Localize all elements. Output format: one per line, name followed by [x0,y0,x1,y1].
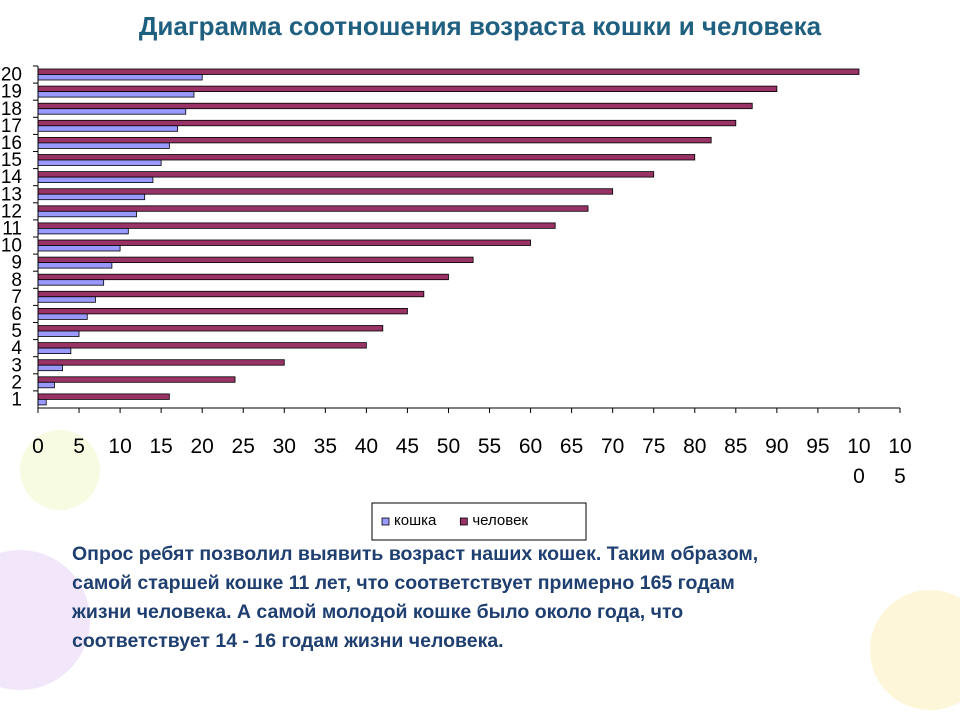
paragraph-line: соответствует 14 - 16 годам жизни челове… [72,630,504,652]
bar [37,125,178,132]
y-tick-label: 19 [1,82,22,103]
bar [37,330,80,337]
x-tick-label: 25 [231,435,255,458]
x-tick-label: 95 [806,435,830,458]
x-tick-label: 105 [888,435,912,488]
bar [37,313,88,320]
x-tick-label: 35 [313,435,337,458]
y-tick-label: 11 [2,218,22,239]
bar [37,222,556,229]
y-tick-label: 20 [1,65,22,86]
paragraph: Опрос ребят позволил выявить возраст наш… [72,540,758,656]
x-tick-label: 30 [272,435,296,458]
bar [37,210,137,218]
bar [37,205,589,212]
y-tick-label: 8 [11,270,22,291]
legend-swatch [381,517,390,526]
bar [37,325,384,332]
bar [37,91,195,98]
x-tick-label: 0 [32,435,44,458]
x-tick-label: 70 [600,435,625,458]
y-tick-label: 3 [11,355,22,376]
x-tick-label: 10 [108,435,132,458]
y-tick-label: 12 [1,201,22,222]
bar [37,398,47,406]
legend-label: человек [472,512,528,529]
bar [37,154,696,161]
x-tick-label: 55 [477,435,502,458]
paragraph-line: самой старшей кошке 11 лет, что соответс… [72,572,735,594]
x-tick-label: 20 [190,435,214,458]
y-tick-label: 5 [11,321,22,342]
y-tick-label: 10 [1,236,22,257]
y-tick-label: 18 [1,99,22,120]
bar [37,273,449,281]
x-tick-label: 80 [683,435,707,458]
x-tick-label: 45 [395,435,420,458]
x-tick-label: 90 [765,435,789,458]
x-tick-label: 100 [847,435,871,488]
y-tick-label: 15 [1,150,22,171]
bar [37,142,170,149]
x-tick-label: 75 [642,435,666,458]
bar [37,364,64,372]
bar [37,381,55,389]
bar [37,159,162,166]
paragraph-line: жизни человека. А самой молодой кошке бы… [72,601,684,623]
y-tick-label: 7 [11,287,22,308]
y-tick-label: 14 [1,167,23,188]
legend-label: кошка [394,512,437,529]
bar [37,347,72,355]
legend-swatch [459,517,468,526]
y-tick-label: 17 [1,116,22,137]
bar [37,239,531,246]
paragraph-line: Опрос ребят позволил выявить возраст наш… [72,543,759,565]
legend-box [371,502,587,541]
x-tick-label: 50 [436,435,461,458]
bar [37,342,367,349]
y-tick-label: 16 [1,133,22,154]
bar [37,176,154,184]
bar [37,290,425,298]
bar [37,85,778,92]
bar [37,108,187,115]
bar [37,393,170,400]
x-tick-label: 15 [149,435,173,458]
bar [37,136,712,144]
bar [37,376,236,383]
bar [37,193,146,201]
bar [37,245,121,252]
bar [37,307,408,315]
bar [37,359,285,366]
x-tick-label: 5 [73,435,85,458]
x-tick-label: 85 [724,435,748,458]
chart-title: Диаграмма соотношения возраста кошки и ч… [139,11,822,41]
bar [37,171,655,178]
bar [37,227,129,235]
y-tick-label: 1 [11,389,22,410]
bar [37,74,203,81]
bar [37,256,474,264]
bar [37,68,860,75]
y-tick-label: 2 [11,372,22,393]
bar [37,279,105,286]
x-tick-label: 60 [518,435,543,458]
y-tick-label: 9 [11,253,22,274]
bar [37,262,113,269]
y-tick-label: 4 [11,338,22,359]
bar [37,119,737,127]
x-tick-label: 65 [559,435,584,458]
bar [37,188,614,195]
y-tick-label: 13 [1,184,22,205]
bar [37,102,753,110]
y-tick-label: 6 [11,304,22,325]
x-tick-label: 40 [354,435,379,458]
bar [37,296,96,303]
